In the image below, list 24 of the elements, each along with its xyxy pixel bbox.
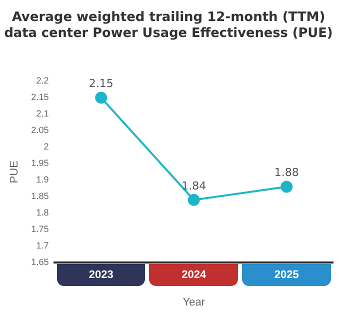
- x-tick-label: 2025: [274, 269, 299, 282]
- data-label: 1.84: [182, 179, 206, 192]
- y-axis-title: PUE: [8, 160, 21, 184]
- x-tick-label: 2024: [182, 269, 207, 282]
- y-tick-label: 1.95: [31, 158, 49, 168]
- y-tick-label: 2.2: [36, 76, 49, 86]
- y-tick-label: 2: [44, 142, 49, 152]
- y-tick-label: 2.05: [31, 125, 49, 136]
- point: [188, 194, 200, 206]
- point: [280, 180, 293, 193]
- chart-title: Average weighted trailing 12-month (TTM) data center Power Usage Effectiveness (PUE): [4, 10, 333, 41]
- point: [95, 92, 108, 104]
- x-tick-label: 2023: [88, 269, 114, 282]
- y-tick-label: 1.65: [31, 257, 49, 268]
- x-axis-title: Year: [182, 296, 206, 308]
- y-tick-label: 1.85: [31, 191, 49, 202]
- data-label: 2.15: [88, 77, 114, 90]
- y-tick-label: 1.8: [36, 208, 49, 218]
- y-tick-label: 1.75: [31, 224, 49, 234]
- y-tick-label: 1.9: [36, 174, 49, 185]
- y-tick-label: 2.1: [36, 108, 49, 119]
- y-tick-label: 2.15: [31, 92, 49, 102]
- y-tick-label: 1.7: [36, 240, 49, 251]
- data-label: 1.88: [274, 166, 299, 180]
